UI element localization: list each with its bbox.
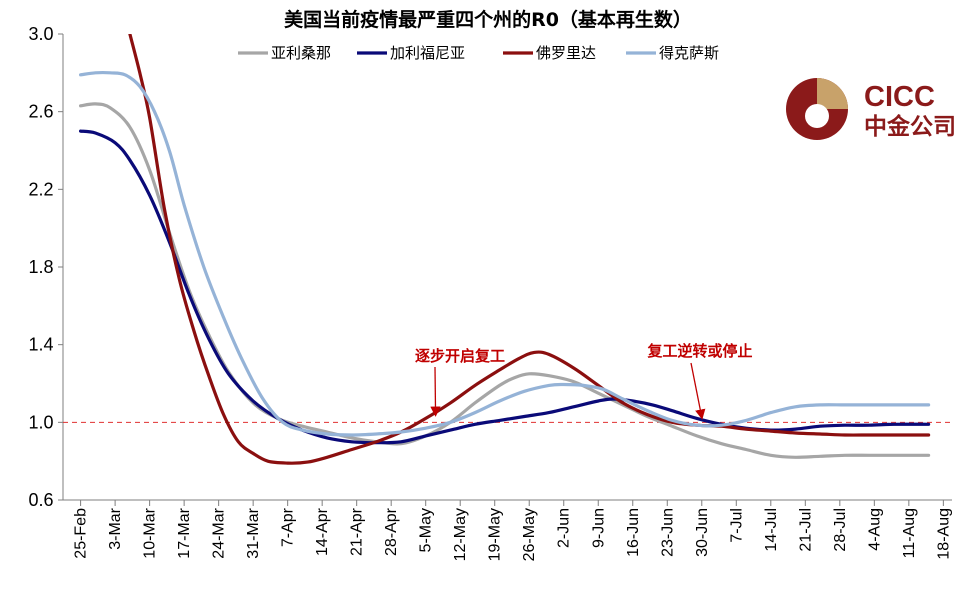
x-tick-label: 16-Jun — [625, 508, 642, 557]
x-tick-label: 17-Mar — [176, 507, 193, 558]
series-lines — [79, 34, 931, 465]
x-tick-label: 23-Jun — [659, 508, 676, 557]
x-tick-label: 30-Jun — [694, 508, 711, 557]
x-tick-label: 7-Apr — [280, 507, 297, 547]
y-tick-label: 2.6 — [28, 102, 53, 122]
x-tick-label: 10-Mar — [142, 507, 159, 558]
x-tick-label: 28-Apr — [383, 507, 400, 556]
annotation-arrow — [690, 362, 706, 420]
legend-label: 加利福尼亚 — [390, 44, 465, 62]
x-tick-label: 26-May — [521, 508, 538, 561]
x-tick-label: 11-Aug — [901, 508, 918, 558]
y-axis-ticks: 0.6 1.0 1.4 1.8 2.2 2.6 3.0 — [28, 24, 63, 510]
x-tick-label: 19-May — [487, 508, 504, 561]
x-tick-label: 14-Apr — [314, 507, 331, 556]
series-line-4 — [79, 70, 931, 437]
annotation-arrow — [430, 366, 441, 417]
x-tick-label: 3-Mar — [107, 507, 124, 549]
cicc-logo: CICC 中金公司 — [786, 78, 956, 140]
logo-latin-text: CICC — [864, 81, 935, 113]
x-tick-label: 7-Jul — [728, 508, 745, 543]
x-tick-label: 21-Apr — [349, 507, 366, 556]
y-tick-label: 1.8 — [28, 257, 53, 277]
x-tick-label: 24-Mar — [211, 507, 228, 558]
series-line-2 — [79, 129, 931, 445]
y-tick-label: 3.0 — [28, 24, 53, 44]
y-tick-label: 2.2 — [28, 179, 53, 199]
x-tick-label: 4-Aug — [866, 508, 883, 551]
y-tick-label: 1.0 — [28, 412, 53, 432]
annotations: 逐步开启复工 复工逆转或停止 — [415, 342, 753, 420]
logo-gold-quadrant-icon — [817, 78, 848, 109]
legend-label: 亚利桑那 — [271, 44, 331, 62]
x-tick-label: 25-Feb — [73, 508, 90, 559]
legend-label: 得克萨斯 — [659, 44, 719, 62]
x-tick-label: 18-Aug — [935, 508, 952, 560]
x-tick-label: 21-Jul — [797, 508, 814, 552]
x-tick-label: 31-Mar — [245, 507, 262, 558]
annotation-text: 逐步开启复工 — [415, 347, 505, 365]
logo-cjk-text: 中金公司 — [864, 113, 956, 140]
x-tick-label: 2-Jun — [556, 508, 573, 548]
x-tick-label: 5-May — [418, 508, 435, 552]
logo-inner-dot-icon — [805, 104, 829, 128]
legend: 亚利桑那 加利福尼亚 佛罗里达 得克萨斯 — [238, 44, 719, 62]
plot-area: 0.6 1.0 1.4 1.8 2.2 2.6 3.0 25-Feb 3-Mar 10-Mar 1… — [28, 24, 952, 561]
x-tick-label: 28-Jul — [832, 508, 849, 552]
x-tick-label: 12-May — [452, 508, 469, 561]
x-tick-label: 14-Jul — [763, 508, 780, 552]
chart-title: 美国当前疫情最严重四个州的R0（基本再生数） — [284, 8, 692, 31]
series-line-3 — [128, 34, 931, 465]
y-tick-label: 1.4 — [28, 335, 53, 355]
x-axis-ticks: 25-Feb 3-Mar 10-Mar 17-Mar 24-Mar 31-Mar 7-Apr… — [73, 500, 952, 561]
legend-label: 佛罗里达 — [536, 44, 596, 62]
y-tick-label: 0.6 — [28, 490, 53, 510]
x-tick-label: 9-Jun — [590, 508, 607, 548]
annotation-text: 复工逆转或停止 — [646, 342, 752, 360]
